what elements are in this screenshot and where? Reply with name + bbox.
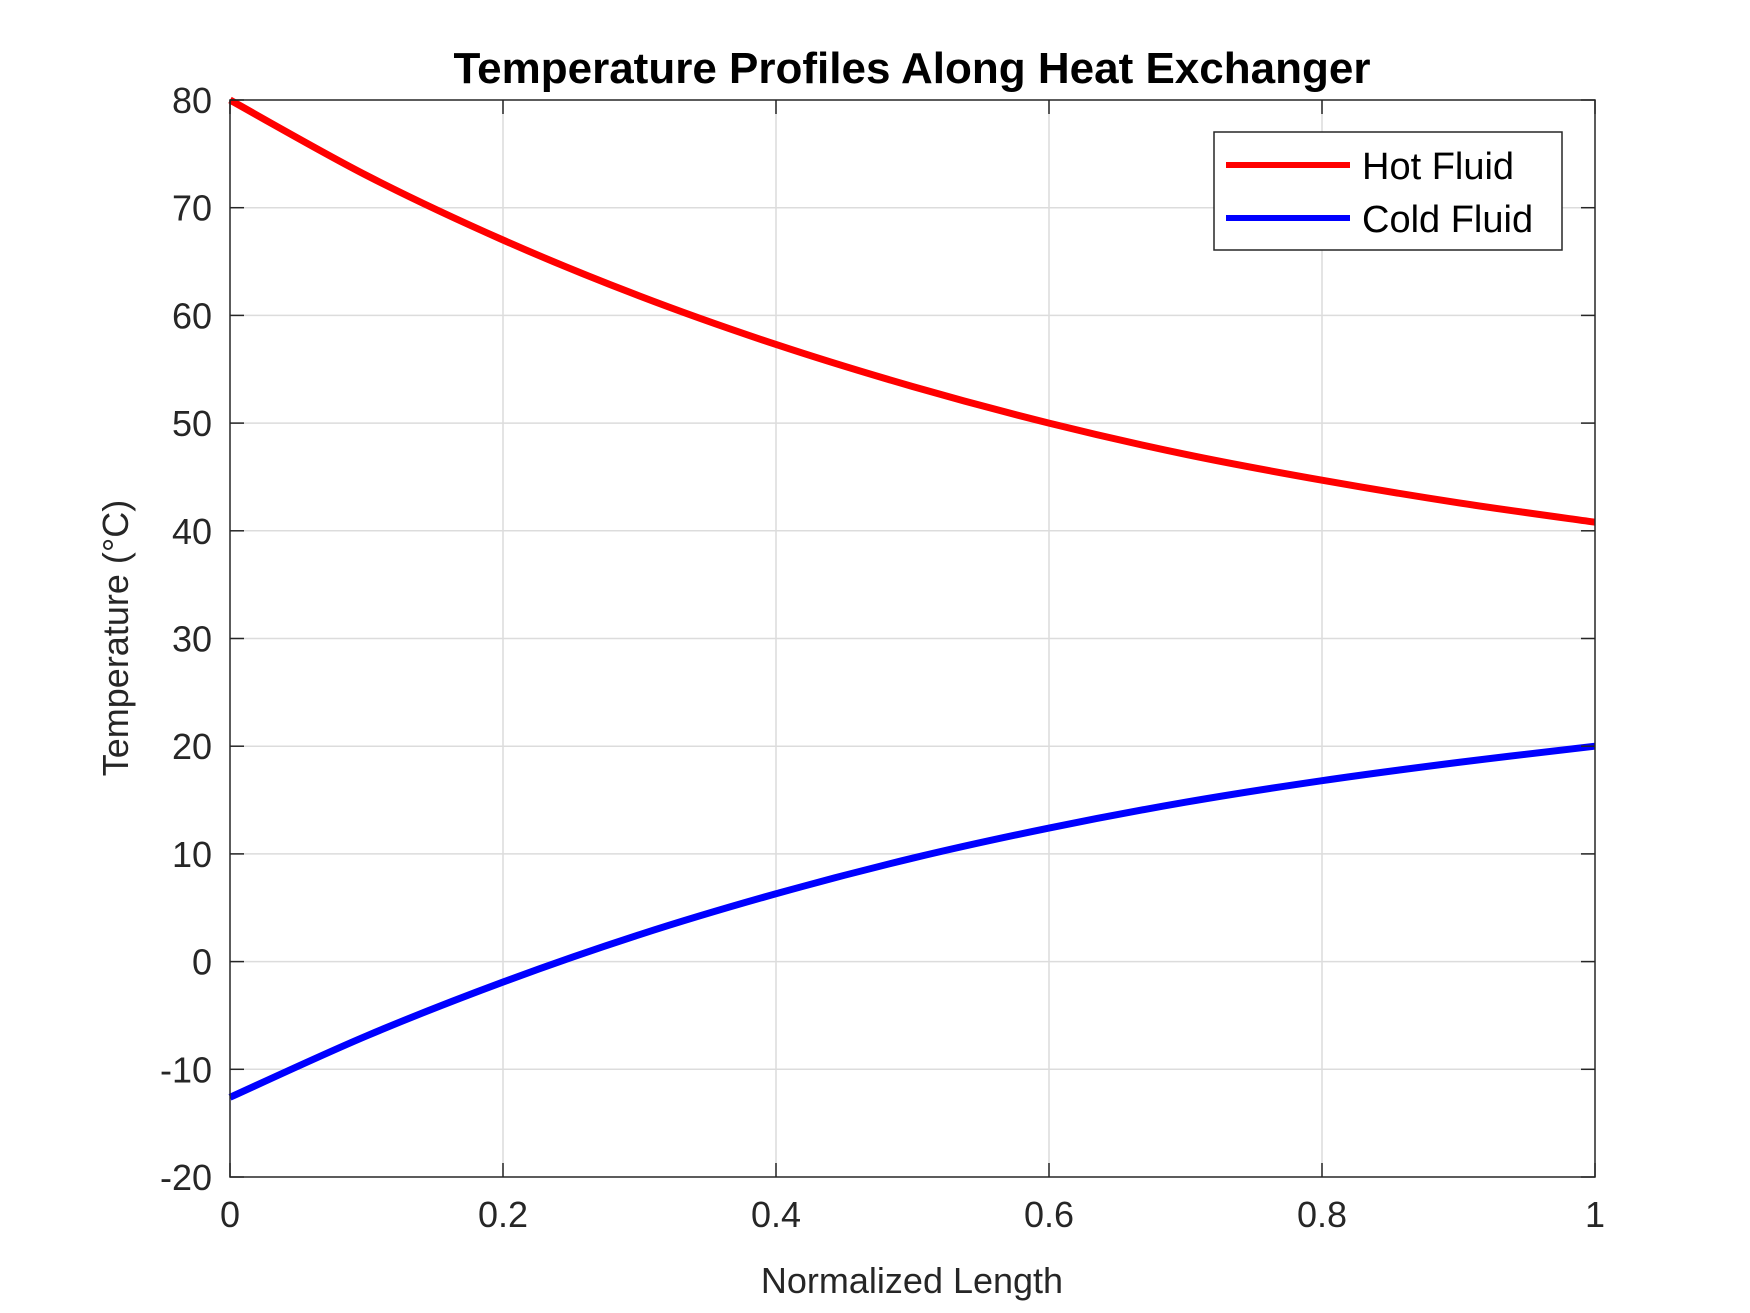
axis-ticks <box>229 99 1596 1178</box>
legend-box <box>1213 131 1563 251</box>
y-tick-label: 70 <box>172 188 212 229</box>
series-lines <box>228 96 1596 1101</box>
tick-labels: 0 0.2 0.4 0.6 0.8 1 -20 -10 0 10 20 30 40 50 60 70 80 <box>160 80 1605 1235</box>
legend-label-cold-fluid: Cold Fluid <box>1362 199 1533 241</box>
grid <box>230 100 1595 1177</box>
legend: Hot Fluid Cold Fluid <box>1213 131 1563 251</box>
y-tick-label: 30 <box>172 619 212 660</box>
x-axis-label: Normalized Length <box>761 1260 1063 1301</box>
y-tick-label: 20 <box>172 726 212 767</box>
x-tick-label: 0.8 <box>1297 1194 1347 1235</box>
legend-label-hot-fluid: Hot Fluid <box>1362 146 1514 188</box>
y-tick-label: 50 <box>172 403 212 444</box>
y-tick-label: -20 <box>160 1157 212 1198</box>
y-tick-label: 10 <box>172 834 212 875</box>
chart-title: Temperature Profiles Along Heat Exchange… <box>454 44 1371 93</box>
y-tick-label: 80 <box>172 80 212 121</box>
x-tick-label: 0.6 <box>1024 1194 1074 1235</box>
x-tick-label: 1 <box>1585 1194 1605 1235</box>
series-line-hot-fluid <box>228 96 1596 526</box>
y-axis-label: Temperature (°C) <box>95 500 136 776</box>
y-tick-label: 40 <box>172 511 212 552</box>
y-tick-label: 60 <box>172 295 212 336</box>
y-tick-label: 0 <box>192 942 212 983</box>
x-tick-label: 0.4 <box>751 1194 801 1235</box>
x-tick-label: 0.2 <box>478 1194 528 1235</box>
x-tick-label: 0 <box>220 1194 240 1235</box>
series-line-cold-fluid <box>228 742 1596 1101</box>
y-tick-label: -10 <box>160 1049 212 1090</box>
